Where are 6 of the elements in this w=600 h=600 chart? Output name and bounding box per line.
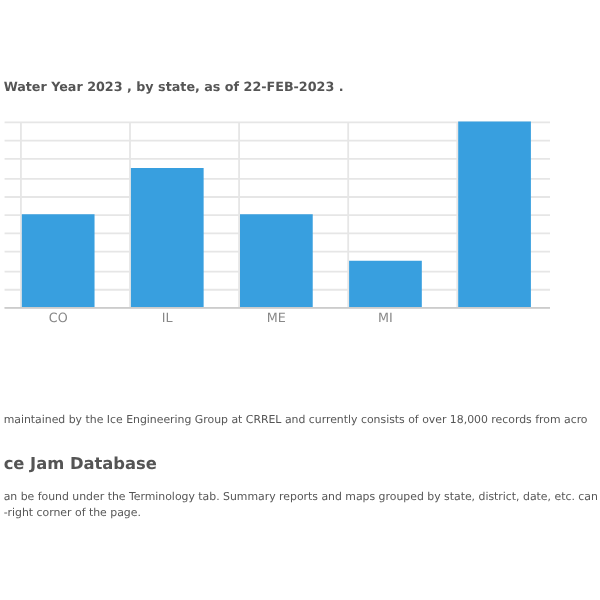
text: ce Jam Database <box>3 452 158 473</box>
bar <box>349 260 422 307</box>
bar <box>458 121 531 307</box>
bar <box>21 214 95 307</box>
bar <box>240 214 313 307</box>
bar <box>130 167 204 307</box>
